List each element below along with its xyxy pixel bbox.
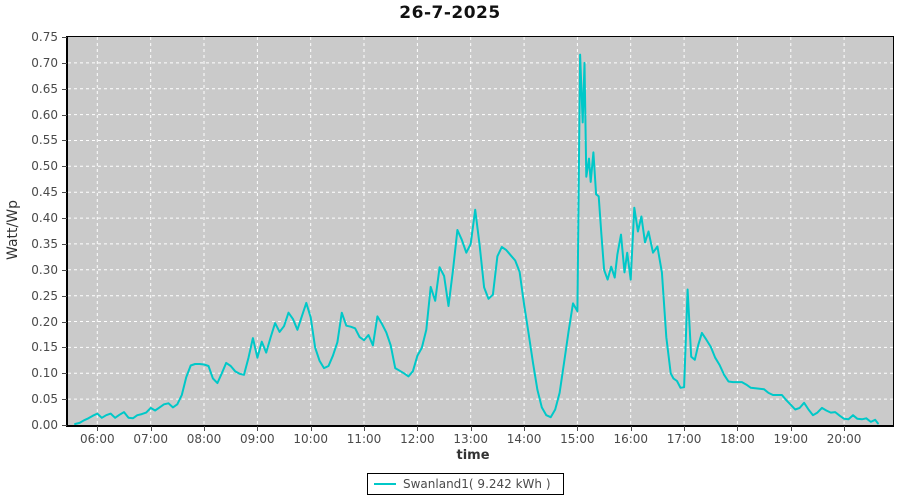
x-tick-label: 14:00 — [506, 432, 542, 446]
x-axis-title: time — [456, 448, 490, 463]
plot-area — [66, 36, 894, 427]
x-tick-label: 10:00 — [293, 432, 328, 446]
y-tick-label: 0.15 — [31, 340, 58, 355]
x-tick-mark — [204, 426, 206, 431]
y-tick-label: 0.65 — [31, 81, 58, 96]
x-tick-mark — [470, 426, 472, 431]
x-tick-mark — [577, 426, 579, 431]
y-tick-label: 0.40 — [31, 211, 58, 226]
y-tick-mark — [62, 114, 67, 116]
y-tick-mark — [62, 269, 67, 271]
x-tick-mark — [310, 426, 312, 431]
x-tick-label: 16:00 — [613, 432, 649, 446]
x-tick-mark — [737, 426, 739, 431]
x-tick-mark — [684, 426, 686, 431]
x-tick-label: 12:00 — [400, 432, 435, 446]
x-tick-mark — [150, 426, 152, 431]
x-tick-mark — [844, 426, 846, 431]
x-tick-mark — [524, 426, 526, 431]
x-tick-mark — [364, 426, 366, 431]
y-tick-mark — [62, 140, 67, 142]
x-tick-label: 18:00 — [720, 432, 755, 446]
x-tick-label: 17:00 — [666, 432, 702, 446]
y-tick-label: 0.45 — [31, 185, 58, 200]
x-tick-mark — [97, 426, 99, 431]
x-tick-mark — [790, 426, 792, 431]
y-tick-label: 0.10 — [31, 366, 58, 381]
y-tick-mark — [62, 425, 67, 426]
x-tick-label: 09:00 — [240, 432, 275, 446]
y-tick-mark — [62, 37, 67, 38]
x-tick-label: 08:00 — [186, 432, 222, 446]
y-tick-mark — [62, 166, 67, 168]
y-tick-label: 0.50 — [31, 159, 58, 174]
y-tick-mark — [62, 88, 67, 90]
y-tick-label: 0.55 — [31, 133, 58, 148]
y-tick-label: 0.75 — [31, 30, 58, 44]
y-tick-label: 0.30 — [31, 262, 58, 277]
y-tick-label: 0.35 — [31, 236, 58, 251]
y-tick-mark — [62, 218, 67, 220]
x-tick-label: 07:00 — [133, 432, 168, 446]
x-tick-label: 11:00 — [346, 432, 382, 446]
legend-label: Swanland1( 9.242 kWh ) — [403, 477, 551, 491]
y-tick-label: 0.05 — [31, 392, 58, 407]
x-tick-label: 06:00 — [80, 432, 115, 446]
data-line — [74, 53, 879, 425]
y-tick-label: 0.20 — [31, 314, 58, 329]
y-tick-label: 0.70 — [31, 55, 58, 70]
y-tick-label: 0.00 — [31, 418, 58, 432]
legend-line-swatch — [374, 483, 396, 485]
x-tick-label: 20:00 — [826, 432, 862, 446]
plot-canvas — [68, 37, 893, 425]
x-tick-mark — [257, 426, 259, 431]
y-tick-mark — [62, 192, 67, 194]
y-tick-mark — [62, 321, 67, 323]
y-tick-mark — [62, 243, 67, 245]
y-tick-mark — [62, 373, 67, 375]
x-tick-label: 15:00 — [560, 432, 595, 446]
x-tick-mark — [630, 426, 632, 431]
x-tick-label: 19:00 — [773, 432, 809, 446]
y-tick-mark — [62, 399, 67, 401]
y-tick-mark — [62, 62, 67, 64]
y-tick-label: 0.60 — [31, 107, 58, 122]
y-tick-mark — [62, 347, 67, 349]
x-tick-mark — [417, 426, 419, 431]
x-tick-label: 13:00 — [453, 432, 489, 446]
y-tick-mark — [62, 295, 67, 297]
legend: Swanland1( 9.242 kWh ) — [367, 473, 564, 495]
y-tick-label: 0.25 — [31, 288, 58, 303]
chart-title: 26-7-2025 — [399, 3, 501, 23]
